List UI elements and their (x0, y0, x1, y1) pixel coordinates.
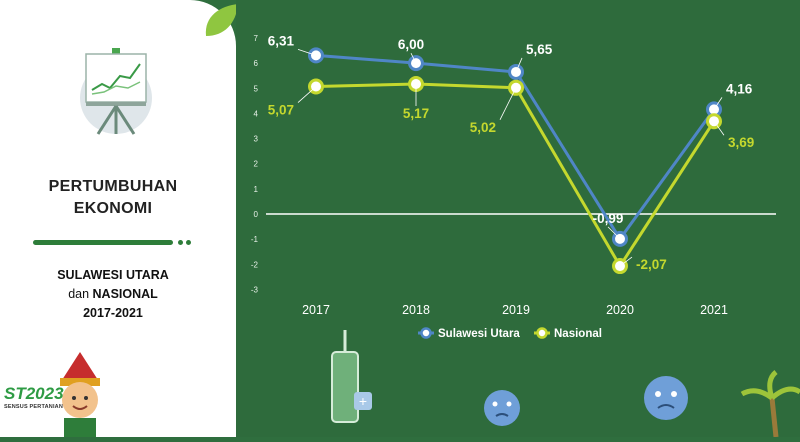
data-label: 5,17 (403, 106, 429, 121)
title-line-1: PERTUMBUHAN (48, 178, 178, 195)
logo-text: ST2023 (4, 384, 64, 403)
data-label: 4,16 (726, 81, 753, 96)
line-chart: 7 6 5 4 3 2 1 0 -1 -2 -3 2017 2018 2019 2020 2021 6,31… (251, 33, 800, 438)
y-tick-label: 0 (254, 210, 259, 219)
leader-line (297, 48, 317, 56)
virus-icon (644, 376, 688, 420)
years-range: 2017-2021 (83, 306, 143, 320)
page-title: PERTUMBUHAN EKONOMI (0, 176, 226, 220)
divider (33, 240, 173, 245)
x-tick-label: 2020 (606, 303, 634, 317)
divider-dot (186, 240, 191, 245)
subtitle: SULAWESI UTARA dan NASIONAL 2017-2021 (0, 266, 226, 323)
y-tick-label: 4 (254, 109, 259, 118)
leader-line (619, 256, 633, 267)
st2023-logo: ST2023 SENSUS PERTANIAN (4, 384, 64, 410)
svg-text:+: + (359, 393, 367, 409)
y-tick-label: -2 (251, 260, 259, 269)
data-label: 6,00 (398, 37, 424, 52)
leaf-icon (205, 4, 238, 36)
legend-marker (420, 327, 432, 339)
mascot-icon (60, 352, 100, 437)
leader-line (713, 97, 723, 110)
x-tick-label: 2021 (700, 303, 728, 317)
y-tick-label: 6 (254, 59, 259, 68)
logo-subtitle: SENSUS PERTANIAN (4, 404, 64, 410)
y-tick-label: -3 (251, 285, 259, 294)
syringe-icon: + (331, 330, 372, 423)
chart-panel: 7 6 5 4 3 2 1 0 -1 -2 -3 2017 2018 2019 2020 2021 6,31… (236, 0, 800, 438)
divider-dot (178, 240, 183, 245)
region-line-2-bold: NASIONAL (92, 287, 158, 301)
leader-line (410, 52, 417, 64)
y-tick-label: 1 (254, 185, 259, 194)
x-tick-label: 2019 (502, 303, 530, 317)
x-tick-label: 2017 (302, 303, 330, 317)
presentation-board-icon (80, 48, 152, 135)
leader-line (499, 87, 517, 120)
data-label: -0,99 (593, 211, 624, 226)
legend-label: Nasional (554, 328, 602, 340)
y-tick-label: 5 (254, 84, 259, 93)
legend-marker (536, 327, 548, 339)
leader-line (607, 226, 621, 240)
data-label: 3,69 (728, 135, 754, 150)
data-label: 6,31 (268, 33, 295, 48)
leader-line (297, 86, 317, 103)
legend-label: Sulawesi Utara (438, 328, 520, 340)
left-panel: PERTUMBUHAN EKONOMI SULAWESI UTARA dan N… (0, 0, 236, 437)
y-tick-label: 7 (254, 34, 259, 43)
title-line-2: EKONOMI (73, 200, 153, 217)
data-label: 5,65 (526, 42, 553, 57)
series-line-nasional (315, 82, 716, 269)
region-line-1: SULAWESI UTARA (57, 268, 169, 282)
virus-icon (484, 390, 520, 426)
region-line-2-prefix: dan (68, 287, 93, 301)
y-tick-label: -1 (251, 235, 259, 244)
palm-tree-icon (740, 370, 800, 438)
y-tick-label: 3 (254, 135, 259, 144)
y-tick-label: 2 (254, 160, 259, 169)
data-label: 5,02 (470, 120, 496, 135)
leader-line (713, 120, 725, 136)
leader-line (515, 57, 523, 73)
data-label: 5,07 (268, 103, 294, 118)
data-label: -2,07 (636, 257, 667, 272)
x-tick-label: 2018 (402, 303, 430, 317)
